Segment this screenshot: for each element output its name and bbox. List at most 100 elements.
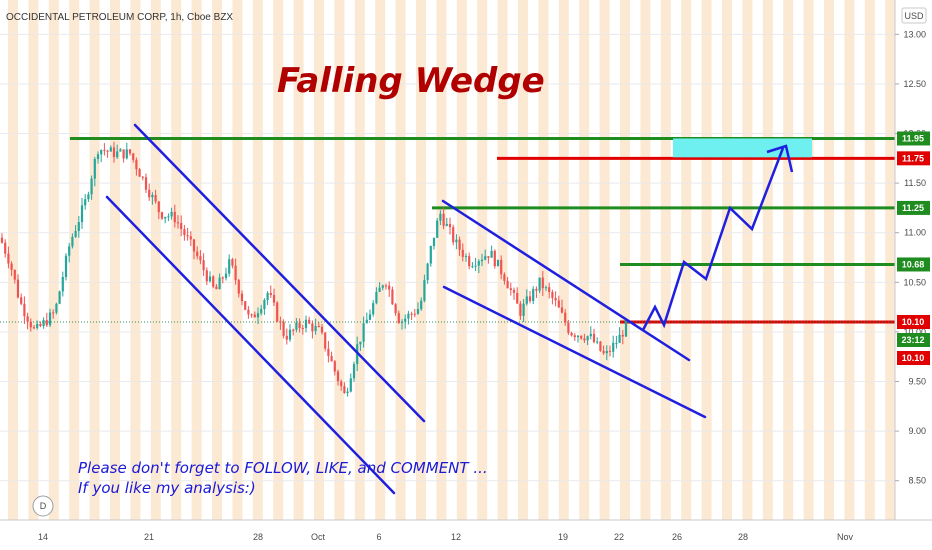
candle: [618, 327, 621, 343]
candle: [311, 320, 314, 339]
candle: [218, 273, 221, 290]
candle: [333, 360, 336, 376]
candle: [535, 286, 538, 298]
candle: [605, 345, 608, 361]
candle: [16, 274, 20, 299]
currency-button[interactable]: USD: [901, 7, 927, 24]
candle: [439, 210, 442, 225]
candle: [400, 319, 404, 330]
candle: [228, 254, 231, 277]
candle: [602, 345, 605, 355]
candle: [314, 318, 317, 335]
candle: [247, 306, 250, 319]
candle: [378, 282, 381, 293]
candle: [208, 271, 212, 283]
candle: [285, 328, 288, 345]
session-stripe: [130, 0, 141, 520]
wedge-upper-line: [441, 199, 691, 362]
time-axis-bg: [0, 520, 932, 550]
candle: [221, 276, 224, 284]
candle: [26, 312, 29, 330]
candle: [340, 379, 343, 391]
candle: [362, 316, 365, 348]
candle: [52, 309, 55, 319]
session-stripe: [436, 0, 447, 520]
candle: [176, 215, 180, 229]
candle: [493, 249, 496, 269]
candle: [23, 296, 26, 324]
candle: [224, 267, 228, 281]
candle: [186, 227, 189, 241]
session-stripe: [701, 0, 712, 520]
price-badge-label: 10.10: [902, 353, 925, 363]
watermark-badge[interactable]: D: [32, 495, 54, 517]
candle: [135, 157, 138, 176]
time-axis[interactable]: 14 21 28 Oct 6 12 19 22 26 28 Nov: [0, 519, 932, 550]
candle: [573, 333, 576, 341]
candle: [391, 286, 394, 305]
candle: [128, 149, 132, 156]
candle: [215, 284, 218, 290]
candle: [260, 304, 263, 316]
session-stripe: [640, 0, 651, 520]
level-badge-bg: [897, 200, 930, 215]
level-badge-11.75: 11.75: [897, 151, 930, 166]
candle: [583, 333, 586, 343]
candle: [192, 238, 196, 260]
candle: [42, 317, 45, 329]
session-stripe: [8, 0, 18, 520]
candle: [336, 369, 340, 386]
session-stripe: [762, 0, 773, 520]
candle: [596, 337, 599, 345]
session-stripe: [354, 0, 365, 520]
candle: [564, 309, 567, 326]
candle: [301, 324, 304, 335]
candle: [282, 319, 285, 339]
y-tick-label: 12.50: [903, 79, 926, 89]
session-stripe: [252, 0, 263, 520]
session-stripe: [722, 0, 732, 520]
session-stripe: [171, 0, 182, 520]
note-line-2: If you like my analysis:): [78, 479, 256, 497]
session-stripes: [8, 0, 896, 520]
candle: [256, 307, 260, 325]
candle: [164, 216, 167, 224]
price-axis[interactable]: USD 8.509.009.5010.0010.5011.0011.5012.0…: [894, 0, 932, 550]
candle: [397, 310, 400, 324]
candle: [71, 233, 74, 249]
session-stripe: [620, 0, 630, 520]
candle: [64, 253, 68, 281]
x-tick-label: 22: [614, 532, 624, 542]
level-badge-10.68: 10.68: [897, 257, 930, 272]
session-stripe: [273, 0, 284, 520]
candle: [372, 300, 375, 317]
candle: [404, 314, 407, 329]
candle: [496, 259, 500, 267]
candle: [394, 303, 397, 316]
candle: [368, 309, 372, 321]
candle: [180, 215, 183, 237]
session-stripe: [191, 0, 202, 520]
session-stripe: [110, 0, 120, 520]
trendline-drawings: [105, 123, 794, 495]
level-badge-label: 10.68: [902, 259, 925, 269]
candle: [429, 245, 432, 267]
candle: [471, 262, 474, 269]
session-stripe: [864, 0, 875, 520]
candle: [538, 277, 541, 294]
candle: [90, 175, 93, 200]
candle: [196, 246, 199, 260]
candle: [87, 191, 90, 203]
candle: [474, 257, 477, 272]
candlesticks: [0, 141, 628, 397]
candle: [157, 200, 160, 220]
candle: [551, 289, 554, 305]
candle: [148, 183, 151, 201]
candle: [276, 301, 279, 323]
session-stripe: [334, 0, 345, 520]
candle: [480, 253, 484, 267]
candle: [244, 300, 247, 311]
candle: [167, 213, 170, 222]
